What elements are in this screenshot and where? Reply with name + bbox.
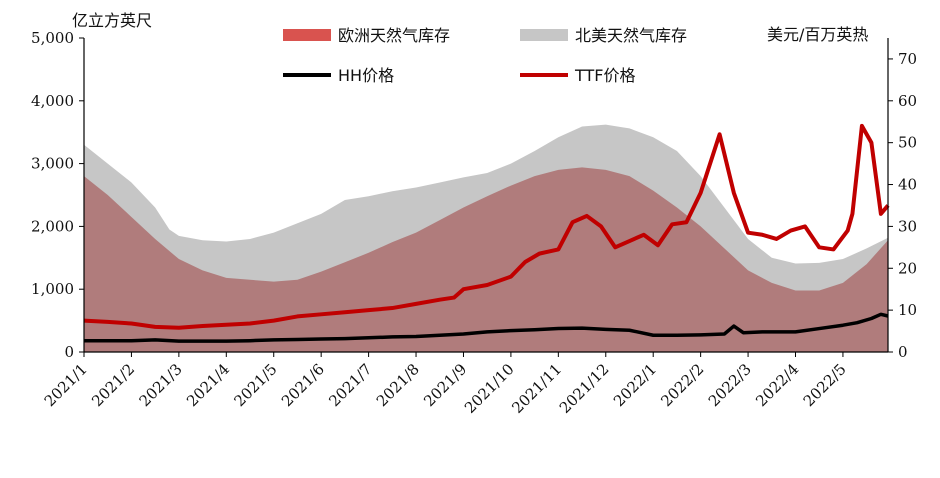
legend-swatch [520, 29, 568, 41]
left-tick-label: 1,000 [31, 280, 74, 298]
right-tick-label: 50 [898, 134, 917, 152]
series-area-1 [84, 167, 888, 352]
right-tick-label: 10 [898, 301, 917, 319]
left-tick-label: 0 [64, 343, 74, 361]
legend-label: 欧洲天然气库存 [338, 26, 450, 45]
legend: 北美天然气库存 欧洲天然气库存 HH价格 TTF价格 [283, 26, 687, 85]
right-axis-unit: 美元/百万英热 [767, 25, 868, 44]
x-tick-label: 2021/4 [183, 360, 233, 410]
x-tick-label: 2022/2 [657, 360, 707, 410]
x-axis-ticks: 2021/12021/22021/32021/42021/52021/62021… [41, 352, 850, 417]
legend-label: 北美天然气库存 [575, 26, 687, 45]
left-axis-ticks: 0 1,000 2,000 3,000 4,000 5,000 [31, 29, 84, 361]
series-line-1 [83, 123, 890, 330]
legend-swatch [283, 29, 331, 41]
left-tick-label: 2,000 [31, 217, 74, 235]
x-tick-label: 2022/5 [800, 360, 850, 410]
plot-area [83, 123, 890, 352]
axes [83, 38, 889, 353]
x-tick-label: 2021/8 [373, 360, 423, 410]
x-tick-label: 2022/1 [610, 360, 660, 410]
x-tick-label: 2021/12 [556, 360, 613, 417]
x-tick-label: 2021/2 [88, 360, 138, 410]
right-tick-label: 20 [898, 259, 917, 277]
left-tick-label: 3,000 [31, 155, 74, 173]
right-tick-label: 70 [898, 50, 917, 68]
right-tick-label: 0 [898, 343, 908, 361]
right-tick-label: 30 [898, 217, 917, 235]
right-tick-label: 40 [898, 176, 917, 194]
x-tick-label: 2021/10 [461, 360, 518, 417]
legend-label: HH价格 [338, 66, 394, 85]
x-tick-label: 2021/5 [231, 360, 281, 410]
x-tick-label: 2021/6 [278, 360, 328, 410]
x-tick-label: 2021/1 [41, 360, 91, 410]
left-axis-unit: 亿立方英尺 [72, 11, 152, 30]
x-tick-label: 2022/4 [752, 360, 802, 410]
right-axis-ticks: 0 10 20 30 40 50 60 70 [888, 50, 917, 361]
x-tick-label: 2021/3 [136, 360, 186, 410]
right-tick-label: 60 [898, 92, 917, 110]
legend-label: TTF价格 [574, 66, 635, 85]
series-line-0 [84, 312, 889, 343]
x-tick-label: 2021/7 [325, 360, 375, 410]
x-tick-label: 2021/11 [508, 360, 565, 417]
left-tick-label: 5,000 [31, 29, 74, 47]
x-tick-label: 2022/3 [705, 360, 755, 410]
left-tick-label: 4,000 [31, 92, 74, 110]
